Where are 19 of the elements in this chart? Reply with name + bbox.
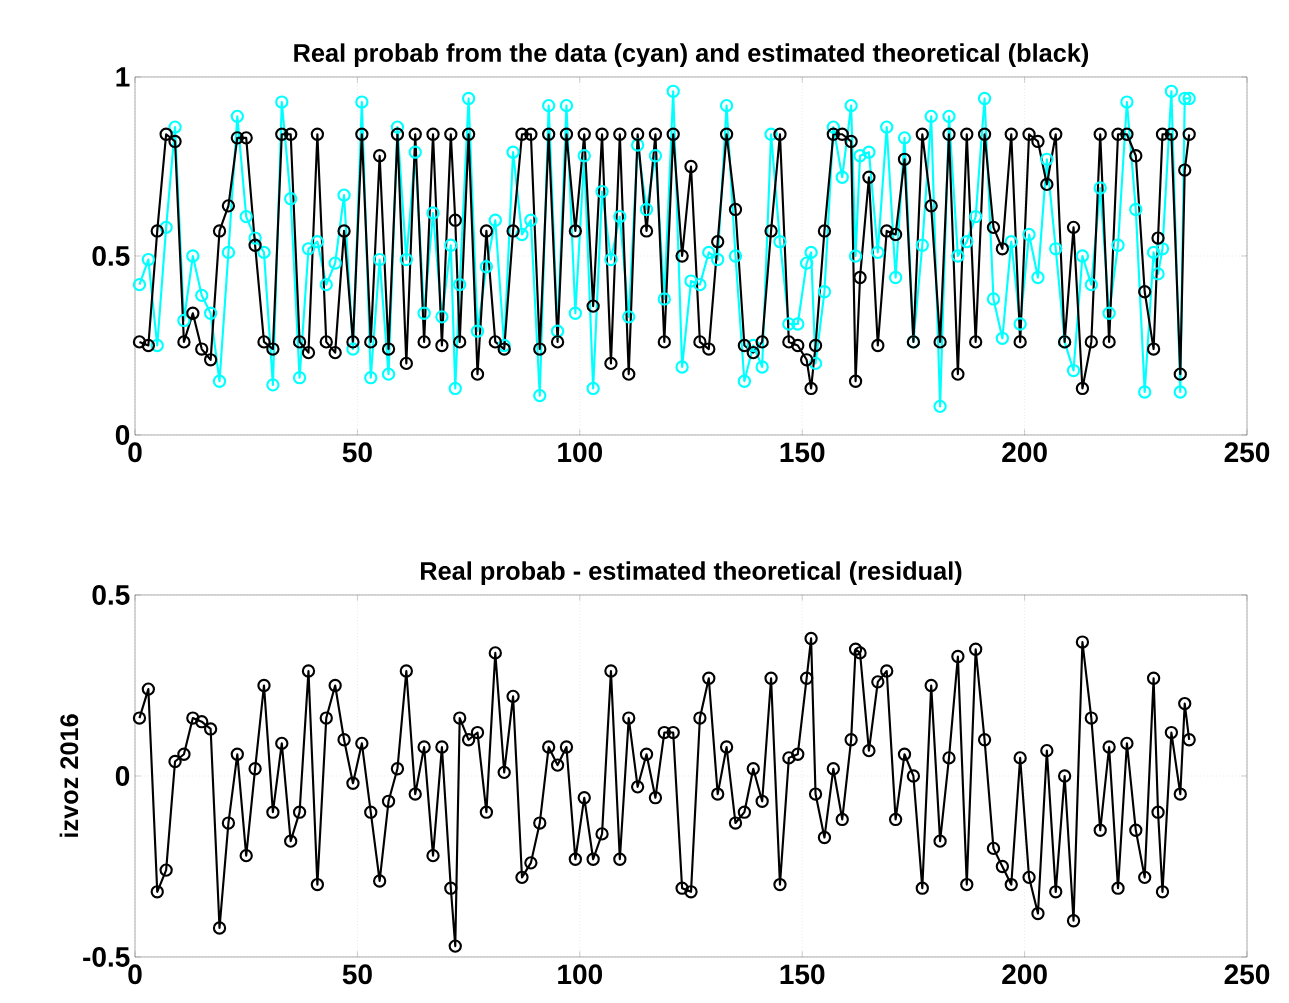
x-tick-label: 100	[558, 442, 603, 463]
x-tick-label: 100	[558, 964, 603, 985]
y-tick-label: 0	[115, 766, 130, 786]
x-tick-label: 250	[1224, 442, 1270, 463]
x-tick-label: 50	[342, 964, 372, 985]
x-tick-label: 200	[1002, 442, 1047, 463]
y-axis-title: izvoz 2016	[59, 714, 79, 837]
y-tick-label: 0	[115, 425, 130, 445]
y-tick-label: 0.5	[92, 246, 130, 266]
chart-title: Real probab from the data (cyan) and estimated theoretical (black)	[294, 43, 1089, 67]
y-tick-label: 0.5	[92, 585, 130, 605]
x-tick-label: 50	[342, 442, 372, 463]
chart-title: Real probab - estimated theoretical (residual)	[421, 561, 962, 585]
x-tick-label: 150	[780, 964, 825, 985]
y-tick-label: 1	[116, 67, 130, 87]
x-tick-label: 250	[1224, 964, 1270, 985]
x-tick-label: 150	[780, 442, 825, 463]
y-tick-label: -0.5	[83, 947, 130, 967]
x-tick-label: 200	[1002, 964, 1047, 985]
